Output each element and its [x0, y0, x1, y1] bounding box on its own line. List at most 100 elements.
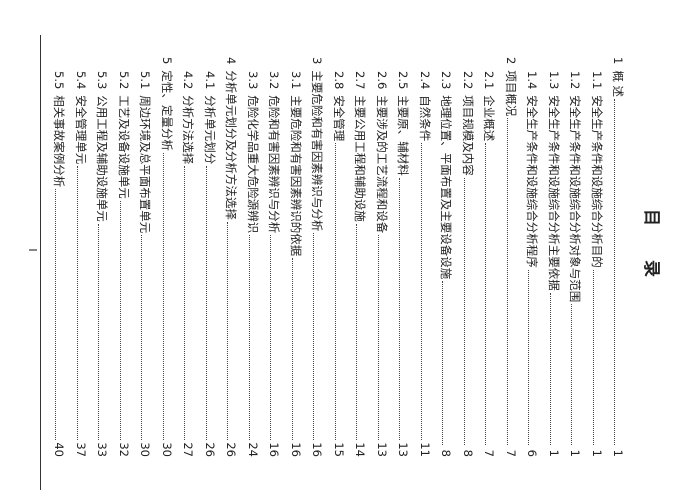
- dot-leader: [120, 200, 121, 441]
- entry-label: 地理位置、平面布置及主要设备设施: [439, 95, 454, 280]
- entry-label: 安全生产条件和设施综合分析对象与范围: [568, 95, 583, 303]
- toc-entry[interactable]: 1.1 安全生产条件和设施综合分析目的 1: [590, 57, 612, 457]
- toc-entry[interactable]: 1.4 安全生产条件和设施综合分析程序 6: [526, 57, 548, 457]
- toc-entry[interactable]: 5.5 相关事故案例分析 40: [53, 57, 75, 457]
- entry-label: 定性、定量分析: [160, 70, 174, 151]
- toc-entry[interactable]: 2.7 主要公用工程和辅助设施 14: [354, 57, 376, 457]
- entry-number: 5.4: [74, 71, 88, 90]
- toc-entry[interactable]: 3.1 主要危险和有害因素辨识的依据 16: [289, 57, 311, 457]
- entry-number: 1.4: [525, 71, 540, 90]
- dot-leader: [399, 177, 401, 441]
- toc-entry[interactable]: 5.3 公用工程及辅助设施单元 33: [96, 57, 118, 457]
- toc-entry[interactable]: 2.5 主要原、辅材料 13: [397, 57, 419, 457]
- dot-leader: [550, 292, 551, 445]
- dot-leader: [184, 166, 186, 441]
- entry-number: 5: [160, 57, 174, 65]
- entry-page: 14: [353, 442, 368, 457]
- entry-number: 1: [611, 57, 626, 65]
- entry-number: 2.5: [396, 71, 411, 90]
- entry-number: 4: [224, 57, 239, 65]
- entry-number: 2.3: [439, 71, 454, 90]
- entry-label: 安全管理: [332, 95, 346, 142]
- entry-page: 8: [461, 449, 475, 457]
- entry-label: 自然条件: [418, 95, 432, 142]
- entry-page: 7: [482, 449, 497, 457]
- toc-entry[interactable]: 5.4 安全管理单元 37: [74, 57, 96, 457]
- entry-label: 安全生产条件和设施综合分析程序: [525, 95, 540, 268]
- toc-entry[interactable]: 1 概 述 1: [612, 57, 634, 457]
- entry-number: 4.1: [203, 71, 217, 90]
- dot-leader: [421, 143, 422, 441]
- entry-label: 分析方法选择: [181, 95, 196, 165]
- entry-label: 安全管理单元: [74, 95, 88, 165]
- entry-number: 3.3: [246, 71, 260, 90]
- entry-page: 1: [547, 449, 561, 457]
- footer-page-number: I: [26, 248, 39, 252]
- entry-page: 26: [224, 442, 239, 457]
- entry-label: 主要危险和有害因素辨识的依据: [289, 95, 303, 257]
- entry-page: 30: [138, 442, 153, 457]
- entry-page: 16: [310, 442, 325, 457]
- toc-entry[interactable]: 2.2 项目规模及内容 8: [461, 57, 483, 457]
- footer-rule: [40, 35, 41, 490]
- toc-entry[interactable]: 2.4 自然条件 11: [418, 57, 440, 457]
- toc-entry[interactable]: 1.2 安全生产条件和设施综合分析对象与范围 1: [569, 57, 591, 457]
- entry-label: 分析单元划分及分析方法选择: [224, 70, 239, 220]
- dot-leader: [292, 258, 293, 441]
- toc-entry[interactable]: 5.2 工艺及设备设施单元 32: [117, 57, 139, 457]
- entry-label: 安全生产条件和设施综合分析目的: [590, 95, 604, 268]
- entry-number: 2.2: [461, 71, 475, 90]
- entry-label: 企业概述: [482, 95, 497, 142]
- entry-label: 工艺及设备设施单元: [117, 95, 131, 199]
- dot-leader: [442, 281, 444, 445]
- dot-leader: [141, 235, 143, 441]
- entry-number: 2.6: [375, 71, 389, 90]
- entry-number: 3: [310, 57, 325, 65]
- entry-label: 公用工程及辅助设施单元: [95, 95, 110, 222]
- toc-entry[interactable]: 2.3 地理位置、平面布置及主要设备设施 8: [440, 57, 462, 457]
- dot-leader: [270, 235, 272, 441]
- toc-entry[interactable]: 2.6 主要涉及的工艺流程和设备 13: [375, 57, 397, 457]
- entry-number: 5.1: [138, 71, 153, 90]
- entry-page: 1: [590, 449, 604, 457]
- toc-entry[interactable]: 4.1 分析单元划分 26: [203, 57, 225, 457]
- entry-number: 4.2: [181, 71, 196, 90]
- toc-entry[interactable]: 5.1 周边环境及总平面布置单元 30: [139, 57, 161, 457]
- entry-page: 33: [95, 442, 110, 457]
- dot-leader: [614, 98, 616, 445]
- dot-leader: [335, 143, 336, 441]
- toc-title: 目 录: [641, 209, 661, 291]
- toc-entry[interactable]: 3 主要危险和有害因素辨识与分析 16: [311, 57, 333, 457]
- entry-number: 1.2: [568, 71, 583, 90]
- dot-leader: [464, 177, 465, 445]
- entry-page: 24: [246, 442, 260, 457]
- entry-label: 周边环境及总平面布置单元: [138, 95, 153, 234]
- toc-entry[interactable]: 4 分析单元划分及分析方法选择 26: [225, 57, 247, 457]
- toc-entry[interactable]: 4.2 分析方法选择 27: [182, 57, 204, 457]
- dot-leader: [593, 269, 594, 445]
- dot-leader: [571, 304, 573, 445]
- entry-page: 27: [181, 442, 196, 457]
- entry-number: 5.2: [117, 71, 131, 90]
- dot-leader: [313, 233, 315, 441]
- dot-leader: [528, 269, 530, 445]
- dot-leader: [98, 223, 100, 441]
- entry-page: 16: [289, 442, 303, 457]
- toc-entry[interactable]: 3.2 危险和有害因素辨识与分析 16: [268, 57, 290, 457]
- toc-entry[interactable]: 2.8 安全管理 15: [332, 57, 354, 457]
- entry-number: 2.8: [332, 71, 346, 90]
- entry-label: 概 述: [611, 70, 626, 97]
- dot-leader: [206, 166, 207, 441]
- toc-entry[interactable]: 1.3 安全生产条件和设施综合分析主要依据 1: [547, 57, 569, 457]
- entry-label: 项目概况: [504, 70, 518, 117]
- entry-page: 32: [117, 442, 131, 457]
- entry-label: 主要危险和有害因素辨识与分析: [310, 70, 325, 232]
- dot-leader: [507, 118, 508, 445]
- toc-entry[interactable]: 3.3 危险化学品重大危险源辨识 24: [246, 57, 268, 457]
- entry-page: 16: [267, 442, 282, 457]
- toc-entry[interactable]: 5 定性、定量分析 30: [160, 57, 182, 457]
- toc-entry[interactable]: 2.1 企业概述 7: [483, 57, 505, 457]
- toc-entry[interactable]: 2 项目概况 7: [504, 57, 526, 457]
- entry-number: 3.1: [289, 71, 303, 90]
